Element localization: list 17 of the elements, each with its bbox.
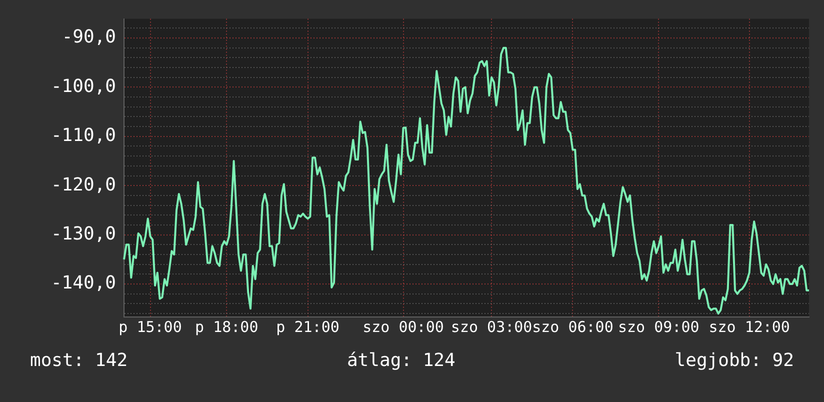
x-tick-label: szo 12:00 — [708, 318, 790, 336]
x-tick-label: szo 06:00 — [532, 318, 614, 336]
y-tick-label: -100,0 — [50, 76, 116, 97]
x-tick-label: p 18:00 — [195, 318, 258, 336]
y-tick-label: -90,0 — [62, 26, 116, 48]
x-tick-label: p 15:00 — [118, 318, 182, 336]
text: most: 142 — [30, 350, 128, 371]
y-tick-label: -120,0 — [50, 174, 116, 196]
x-tick-label: szo 03:00 — [450, 318, 532, 336]
text: legjobb: 92 — [674, 350, 794, 371]
x-tick-label: szo 09:00 — [618, 318, 700, 336]
y-tick-label: -110,0 — [50, 125, 116, 146]
y-tick-label: -130,0 — [50, 223, 116, 244]
text: átlag: 124 — [346, 350, 456, 371]
x-tick-label: p 21:00 — [276, 318, 340, 336]
y-tick-label: -140,0 — [50, 272, 116, 294]
x-tick-label: szo 00:00 — [362, 318, 444, 336]
